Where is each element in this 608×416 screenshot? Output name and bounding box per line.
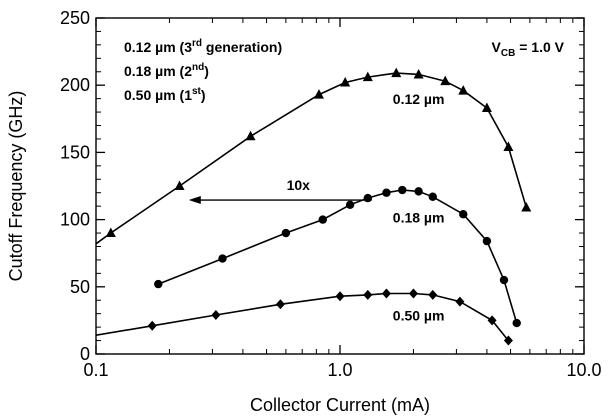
data-point-diamond (363, 289, 373, 300)
series-line-050 (96, 292, 510, 342)
y-tick-label: 200 (60, 75, 90, 95)
data-point-circle (218, 254, 227, 263)
data-point-circle (428, 192, 437, 201)
data-point-diamond (487, 315, 497, 326)
x-tick-label: 0.1 (83, 360, 108, 380)
data-point-circle (512, 318, 521, 328)
y-tick-label: 0 (80, 344, 90, 364)
data-point-circle (154, 279, 163, 289)
arrow-head (188, 196, 201, 205)
series-label: 0.12 µm (393, 91, 445, 107)
legend-entry: 0.50 µm (1st) (124, 86, 206, 103)
data-point-circle (459, 210, 468, 219)
data-point-circle (281, 228, 291, 238)
data-point-circle (499, 275, 509, 285)
series-layer (96, 67, 532, 346)
data-point-triangle (362, 71, 373, 82)
data-point-diamond (275, 299, 285, 310)
axis-ticks: 0 50 100 150 200 250 0.1 1.0 10.0 (60, 8, 602, 380)
y-axis-label: Cutoff Frequency (GHz) (6, 91, 26, 282)
condition-label: VCB = 1.0 V (492, 39, 565, 59)
data-point-triangle (413, 68, 424, 79)
x-axis-label: Collector Current (mA) (250, 395, 430, 415)
data-point-diamond (455, 296, 465, 307)
data-point-circle (414, 187, 423, 196)
data-point-triangle (440, 75, 451, 86)
data-point-diamond (503, 335, 513, 346)
data-point-circle (482, 236, 492, 246)
arrow-label: 10x (287, 177, 311, 193)
data-point-circle (345, 200, 355, 210)
data-point-circle (382, 188, 391, 197)
data-point-circle (363, 193, 373, 203)
data-point-diamond (428, 289, 438, 300)
series-line-012 (96, 72, 528, 245)
series-label: 0.18 µm (393, 209, 445, 225)
legend-entry: 0.18 µm (2nd) (124, 62, 209, 79)
data-point-triangle (174, 180, 185, 190)
y-tick-label: 50 (70, 277, 90, 297)
data-point-triangle (391, 67, 402, 78)
data-point-triangle (481, 102, 492, 113)
data-point-diamond (211, 310, 221, 321)
y-tick-label: 100 (60, 210, 90, 230)
labels-layer: 0.12 µm 0.18 µm 0.50 µm 0.12 µm (3rd genera… (124, 38, 565, 323)
data-point-triangle (340, 77, 351, 87)
data-point-diamond (147, 320, 157, 331)
x-tick-label: 10.0 (566, 360, 601, 380)
data-point-triangle (245, 130, 256, 141)
series-label: 0.50 µm (393, 307, 445, 323)
legend-entry: 0.12 µm (3rd generation) (124, 38, 282, 55)
data-point-circle (318, 215, 327, 224)
data-point-triangle (521, 202, 532, 212)
y-tick-label: 150 (60, 142, 90, 162)
data-point-triangle (503, 141, 514, 152)
x-tick-label: 1.0 (327, 360, 352, 380)
data-point-diamond (335, 291, 345, 302)
y-tick-label: 250 (60, 8, 90, 28)
data-point-diamond (408, 288, 418, 299)
data-point-diamond (381, 288, 391, 299)
data-point-triangle (105, 227, 116, 238)
data-point-triangle (458, 85, 469, 95)
data-point-triangle (313, 89, 324, 99)
series-line-018 (158, 189, 518, 324)
data-point-circle (398, 185, 407, 195)
